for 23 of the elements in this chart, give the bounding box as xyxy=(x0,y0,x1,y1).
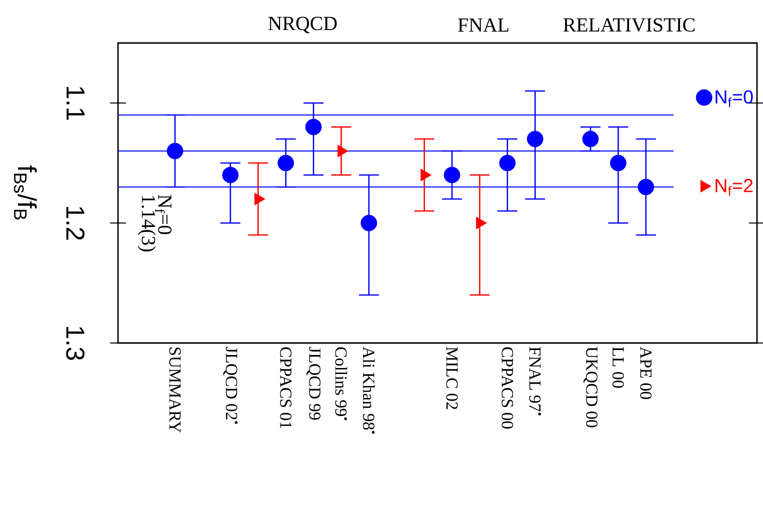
x-tick-label: MILC 02 xyxy=(446,347,458,410)
x-tick-label: JLQCD 02$^{•}$ xyxy=(223,346,238,424)
x-tick-label: CPPACS 01 xyxy=(280,347,292,428)
legend-label: N$_{f}$=2 xyxy=(716,178,753,196)
x-tick-label: FNAL 97$^{•}$ xyxy=(529,347,541,416)
annotation: N$_{f}$=0 xyxy=(155,194,172,234)
y-axis-title: f$_{Bs}$/f$_{B}$ xyxy=(14,165,37,220)
text: NRQCD xyxy=(268,16,337,34)
text: RELATIVISTIC xyxy=(563,18,695,32)
legend-label: N$_{f}$=0 xyxy=(716,90,753,108)
x-tick-label: UKQCD 00 xyxy=(583,346,598,428)
text: FNAL xyxy=(458,18,508,32)
x-tick-label: LL 00 xyxy=(612,347,624,388)
x-tick-label: JLQCD 99 xyxy=(306,346,320,420)
x-tick-label: Ali Khan 98$^{•}$ xyxy=(362,346,375,434)
y-tick-label: 1.3 xyxy=(66,326,84,360)
text: 1.14(3) xyxy=(138,196,156,252)
y-tick-label: 1.2 xyxy=(66,206,84,240)
x-tick-label: SUMMARY xyxy=(169,348,181,433)
y-tick-label: 1.1 xyxy=(66,86,84,120)
x-tick-label: APE 00 xyxy=(640,346,652,400)
x-tick-label: Collins 99$^{•}$ xyxy=(335,347,348,420)
x-tick-label: CPPACS 00 xyxy=(502,347,514,429)
